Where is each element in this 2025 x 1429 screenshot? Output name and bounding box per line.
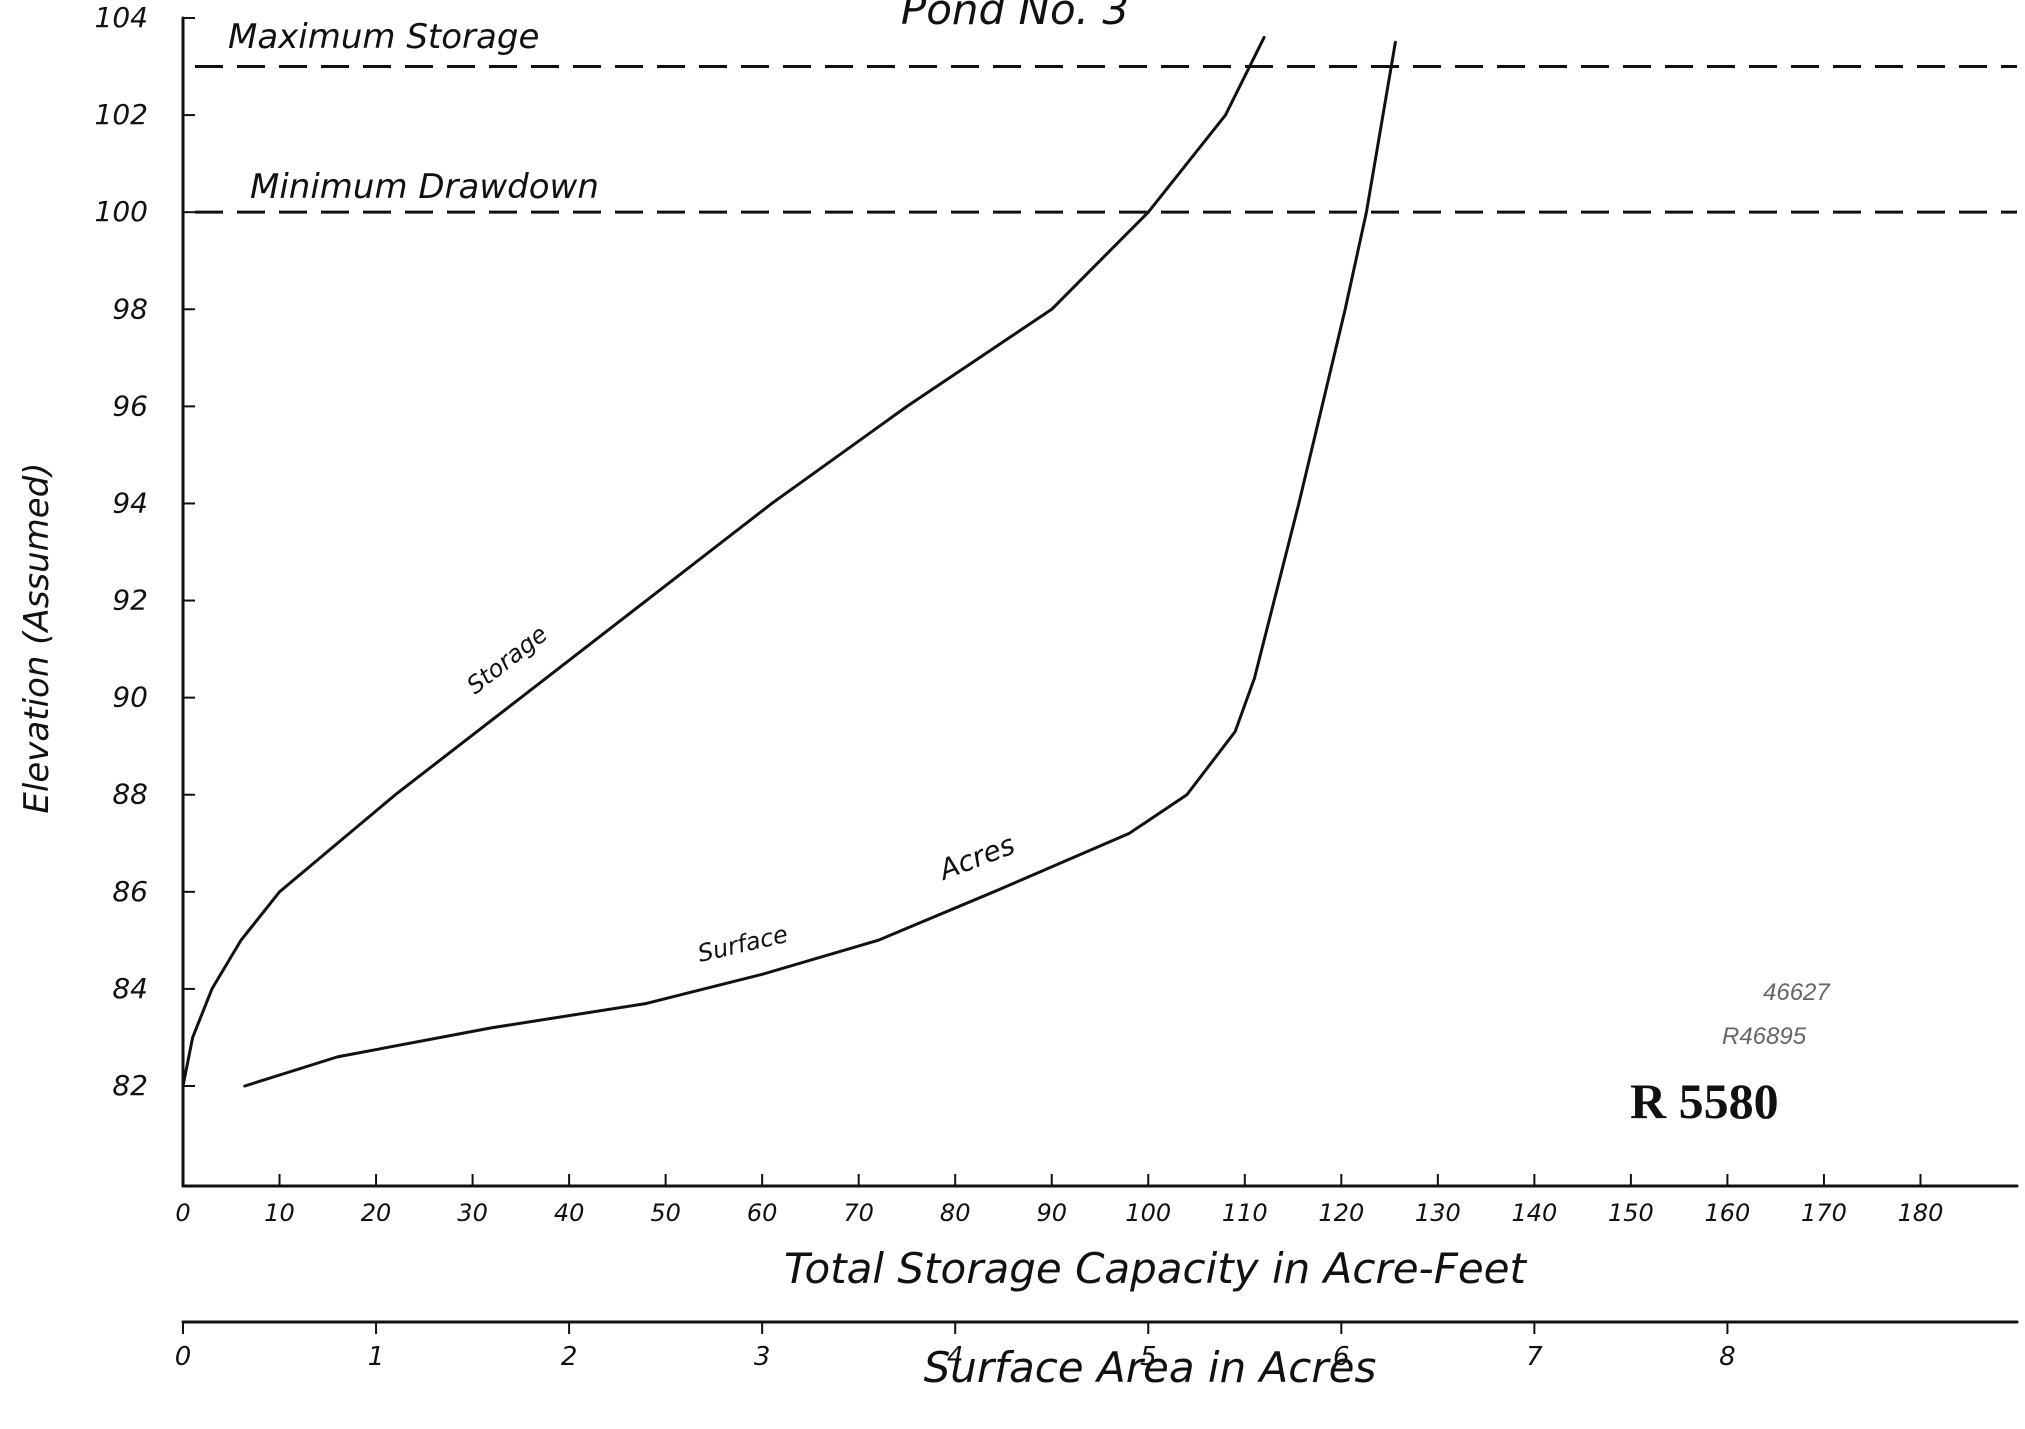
x-axis-primary-tick-label: 120 [1318, 1199, 1364, 1227]
y-axis-tick-label: 94 [112, 486, 148, 519]
x-axis-secondary-tick-label: 5 [1140, 1342, 1157, 1372]
x-axis-primary-tick-label: 110 [1222, 1199, 1268, 1227]
x-axis-primary-tick-label: 60 [747, 1199, 778, 1227]
x-axis-secondary-tick-label: 4 [947, 1342, 964, 1372]
x-axis-primary-tick-label: 80 [940, 1199, 971, 1227]
x-axis-secondary-tick-label: 6 [1333, 1342, 1350, 1372]
storage-curve [181, 35, 1266, 1088]
x-axis-secondary-tick-label: 8 [1719, 1342, 1736, 1372]
y-axis-tick-label: 98 [112, 292, 148, 325]
x-axis-primary-tick-label: 90 [1036, 1199, 1067, 1227]
y-axis-tick-label: 90 [112, 681, 148, 714]
x-axis-primary-tick-label: 140 [1511, 1199, 1557, 1227]
y-axis-tick-label: 96 [112, 389, 148, 422]
x-axis-secondary-tick-label: 0 [175, 1342, 192, 1372]
stamp-number-46627: 46627 [1763, 979, 1831, 1006]
x-axis-primary-tick-label: 30 [457, 1199, 488, 1227]
x-axis-primary-tick-label: 150 [1608, 1199, 1654, 1227]
reference-label-minimum-drawdown: Minimum Drawdown [250, 167, 599, 207]
x-axis-primary-tick-label: 180 [1898, 1199, 1944, 1227]
chart-title: Pond No. 3 [901, 0, 1129, 34]
y-axis-tick-label: 82 [112, 1069, 148, 1102]
x-axis-label-primary: Total Storage Capacity in Acre-Feet [784, 1244, 1528, 1293]
reference-label-maximum-storage: Maximum Storage [228, 17, 539, 57]
x-axis-primary-tick-label: 10 [264, 1199, 295, 1227]
x-axis-primary-tick-label: 40 [554, 1199, 585, 1227]
x-axis-primary-tick-label: 170 [1801, 1199, 1847, 1227]
x-axis-primary-tick-label: 100 [1125, 1199, 1171, 1227]
surface-acres-curve [243, 40, 1397, 1088]
x-axis-primary-tick-label: 130 [1415, 1199, 1461, 1227]
x-axis-primary-tick-label: 0 [175, 1199, 190, 1227]
stamp-number-r46895: R46895 [1722, 1023, 1807, 1050]
y-axis-tick-label: 92 [112, 584, 148, 617]
x-axis-secondary-tick-label: 1 [368, 1342, 385, 1372]
stamp-number-r5580: R 5580 [1630, 1073, 1779, 1129]
x-axis-primary-tick-label: 20 [361, 1199, 392, 1227]
x-axis-label-secondary: Surface Area in Acres [924, 1343, 1377, 1392]
x-axis-secondary-tick-label: 2 [561, 1342, 578, 1372]
x-axis-primary-tick-label: 70 [843, 1199, 874, 1227]
y-axis-tick-label: 104 [95, 1, 148, 34]
x-axis-secondary-tick-label: 3 [754, 1342, 771, 1372]
x-axis-primary-tick-label: 160 [1705, 1199, 1751, 1227]
y-axis-tick-label: 100 [95, 195, 148, 228]
y-axis-tick-label: 88 [112, 778, 148, 811]
y-axis-label: Elevation (Assumed) [17, 462, 57, 813]
x-axis-secondary-tick-label: 7 [1526, 1342, 1543, 1372]
y-axis-tick-label: 86 [112, 875, 148, 908]
y-axis-tick-label: 84 [112, 972, 148, 1005]
x-axis-primary-tick-label: 50 [650, 1199, 681, 1227]
y-axis-tick-label: 102 [95, 98, 148, 131]
